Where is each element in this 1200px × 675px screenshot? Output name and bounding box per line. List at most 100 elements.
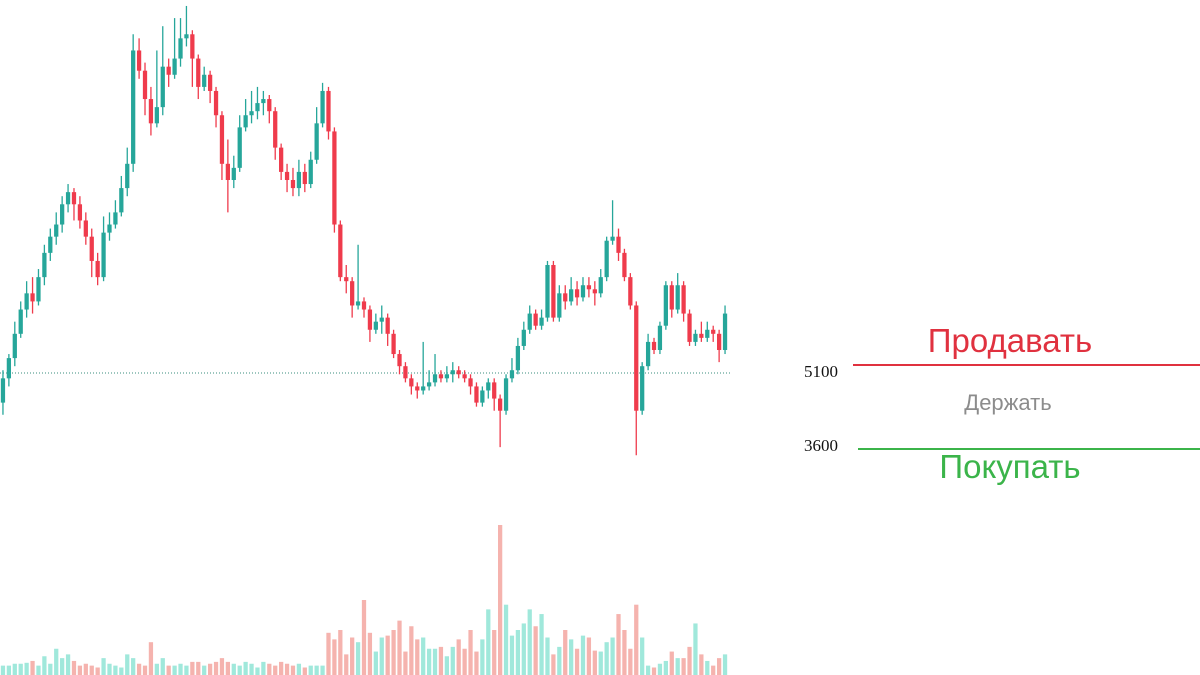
candle-up (172, 58, 177, 75)
candle-up (54, 224, 59, 237)
volume-bar (65, 654, 71, 675)
volume-bar (539, 614, 544, 675)
volume-bar (385, 635, 390, 675)
candle-down (403, 366, 408, 379)
volume-bar (48, 663, 53, 675)
volume-bar (391, 630, 396, 675)
volume-bar (101, 658, 106, 675)
candle-up (320, 90, 325, 124)
candle-up (107, 224, 112, 233)
volume-bar (716, 658, 722, 675)
volume-bar (261, 661, 266, 675)
candle-up (373, 321, 378, 330)
volume-bar (527, 609, 532, 675)
volume-bar (468, 630, 473, 675)
candle-up (379, 317, 384, 322)
candle-up (640, 366, 645, 411)
candle-down (592, 289, 597, 294)
candle-down (533, 313, 538, 326)
candle-down (196, 58, 201, 87)
candle-down (302, 171, 307, 185)
volume-bar (693, 623, 698, 675)
candle-down (409, 378, 414, 387)
candle-down (492, 382, 497, 399)
candle-down (415, 386, 420, 391)
volume-bar (681, 658, 686, 675)
volume-bar (610, 637, 615, 675)
candle-down (71, 192, 77, 205)
volume-bar (497, 525, 503, 675)
candle-down (332, 131, 337, 225)
volume-bar (367, 632, 373, 675)
volume-bar (77, 665, 83, 675)
volume-bar (669, 651, 674, 675)
volume-bar (574, 648, 580, 675)
volume-bar (711, 665, 716, 675)
candle-up (503, 378, 509, 411)
candle-up (308, 159, 313, 185)
candle-up (486, 382, 491, 391)
candle-down (462, 374, 467, 379)
volume-bar (545, 637, 550, 675)
volume-bar (83, 663, 88, 675)
candle-down (95, 260, 100, 278)
candle-up (178, 38, 183, 59)
volume-bars (0, 525, 728, 675)
volume-bar (622, 630, 627, 675)
candle-down (166, 66, 171, 75)
candle-up (421, 386, 426, 391)
candle-up (296, 171, 302, 189)
volume-bar (166, 665, 171, 675)
volume-bar (456, 639, 461, 675)
volume-bar (450, 646, 455, 675)
volume-bar (355, 642, 361, 675)
candle-up (119, 188, 124, 213)
volume-bar (60, 658, 65, 675)
volume-bar (326, 632, 331, 675)
candle-up (432, 374, 438, 383)
volume-bar (30, 660, 35, 675)
candle-down (207, 74, 213, 91)
volume-bar (580, 635, 586, 675)
volume-bar (444, 656, 449, 675)
volume-bar (320, 665, 325, 675)
volume-bar (279, 661, 284, 675)
volume-bar (569, 639, 574, 675)
candle-down (290, 180, 296, 189)
candle-up (131, 50, 136, 164)
candle-down (391, 333, 396, 355)
candle-up (202, 74, 207, 87)
volume-bar (190, 661, 195, 675)
candle-up (705, 329, 710, 338)
volume-bar (332, 639, 337, 675)
volume-bar (202, 665, 207, 675)
buy-level-line (858, 448, 1200, 450)
candle-up (444, 374, 449, 379)
volume-bar (421, 637, 426, 675)
volume-bar (231, 663, 236, 675)
candle-up (426, 382, 432, 387)
volume-bar (705, 660, 710, 675)
volume-bar (722, 654, 728, 675)
candle-down (699, 333, 704, 338)
volume-bar (373, 651, 378, 675)
candle-down (586, 285, 592, 290)
candle-up (450, 370, 455, 375)
volume-bar (651, 667, 657, 675)
sell-level-line (853, 364, 1200, 366)
candle-down (716, 333, 722, 350)
candle-down (687, 313, 692, 342)
volume-bar (249, 663, 254, 675)
candle-up (101, 232, 106, 278)
candle-up (184, 34, 189, 39)
candle-down (284, 171, 290, 180)
volume-bar (586, 637, 592, 675)
volume-bar (379, 637, 384, 675)
candle-down (361, 301, 367, 310)
candle-down (142, 70, 148, 100)
candle-up (693, 333, 698, 342)
candle-up (65, 192, 71, 205)
volume-bar (184, 665, 189, 675)
volume-bar (415, 639, 420, 675)
candle-up (6, 358, 12, 379)
